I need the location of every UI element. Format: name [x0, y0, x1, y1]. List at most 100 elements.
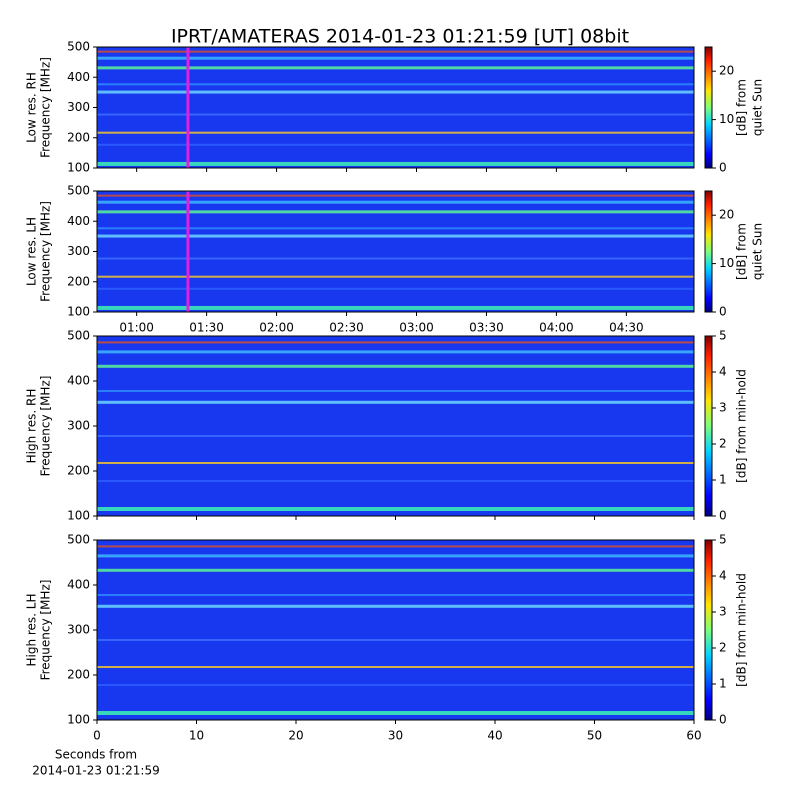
y-axis-label: Frequency [MHz]	[39, 57, 53, 158]
spectrogram-band	[97, 90, 694, 94]
spectrogram-band	[97, 194, 694, 197]
colorbar-tick-label: 10	[719, 256, 734, 270]
spectrogram-band	[97, 554, 694, 558]
x-tick-label: 02:00	[259, 321, 294, 335]
colorbar-label: [dB] from	[735, 223, 749, 280]
colorbar-tick-label: 4	[719, 569, 727, 583]
y-tick-label: 100	[67, 161, 90, 175]
spectrogram-band	[97, 400, 694, 404]
y-tick-label: 200	[67, 668, 90, 682]
x-tick-label: 04:30	[609, 321, 644, 335]
x-tick-label: 02:30	[329, 321, 364, 335]
y-tick-label: 300	[67, 244, 90, 258]
spectrogram-band	[97, 350, 694, 354]
y-tick-label: 100	[67, 305, 90, 319]
x-tick-label: 03:00	[399, 321, 434, 335]
spectrogram-band	[97, 234, 694, 238]
y-tick-label: 100	[67, 509, 90, 523]
colorbar	[704, 335, 713, 517]
spectrogram-band	[97, 56, 694, 60]
x-tick-label: 40	[487, 729, 502, 743]
spectrogram-band	[97, 666, 694, 668]
spectrogram-band	[97, 594, 694, 596]
colorbar-tick-label: 5	[719, 533, 727, 547]
y-tick-label: 400	[67, 374, 90, 388]
colorbar-tick-label: 0	[719, 509, 727, 523]
y-tick-label: 300	[67, 419, 90, 433]
spectrogram-band	[97, 604, 694, 608]
x-tick-label: 60	[686, 729, 701, 743]
spectrogram-band	[97, 545, 694, 548]
y-axis-label: Low res. LH	[25, 217, 39, 286]
y-tick-label: 100	[67, 713, 90, 727]
x-tick-label: 0	[93, 729, 101, 743]
x-tick-label: 03:30	[469, 321, 504, 335]
y-tick-label: 400	[67, 70, 90, 84]
x-tick-label: 30	[388, 729, 403, 743]
colorbar	[704, 190, 713, 313]
x-tick-label: 10	[189, 729, 204, 743]
spectrogram-band	[97, 113, 694, 116]
colorbar-tick-label: 10	[719, 112, 734, 126]
y-axis-label: Low res. RH	[25, 72, 39, 143]
y-axis-label: High res. RH	[25, 389, 39, 464]
x-tick-label: 01:30	[189, 321, 224, 335]
spectrogram-band	[97, 305, 694, 310]
spectrogram-band	[97, 83, 694, 86]
colorbar-label: [dB] from min-hold	[735, 573, 749, 687]
x-tick-label: 20	[288, 729, 303, 743]
colorbar-tick-label: 3	[719, 401, 727, 415]
colorbar-tick-label: 0	[719, 305, 727, 319]
spectrogram-band	[97, 50, 694, 53]
y-tick-label: 300	[67, 100, 90, 114]
colorbar-tick-label: 0	[719, 161, 727, 175]
colorbar	[704, 46, 713, 169]
colorbar-tick-label: 1	[719, 677, 727, 691]
spectrogram-band	[97, 210, 694, 214]
colorbar-label: [dB] from min-hold	[735, 369, 749, 483]
colorbar-label: [dB] from	[735, 79, 749, 136]
colorbar-tick-label: 2	[719, 437, 727, 451]
x-tick-label: 04:00	[539, 321, 574, 335]
spectrogram-band	[97, 711, 694, 715]
spectrogram-band	[97, 66, 694, 70]
spectrogram-band	[97, 227, 694, 230]
spectrogram-band	[97, 507, 694, 511]
colorbar-label: quiet Sun	[751, 79, 765, 136]
spectrogram-band	[97, 131, 694, 134]
y-tick-label: 500	[67, 533, 90, 547]
y-tick-label: 200	[67, 274, 90, 288]
spectrogram	[97, 540, 694, 720]
chart-title: IPRT/AMATERAS 2014-01-23 01:21:59 [UT] 0…	[171, 26, 629, 48]
spectrogram-band	[97, 200, 694, 204]
colorbar-tick-label: 20	[719, 64, 734, 78]
spectrogram-band	[97, 568, 694, 572]
x-tick-label: 01:00	[119, 321, 154, 335]
y-axis-label: Frequency [MHz]	[39, 376, 53, 477]
y-tick-label: 400	[67, 578, 90, 592]
spectrogram-band	[97, 341, 694, 344]
spectrogram-band	[97, 287, 694, 290]
spectrogram-band	[97, 639, 694, 641]
spectrogram-band	[97, 462, 694, 464]
spectrogram-band	[97, 435, 694, 437]
x-axis-label: Seconds from	[55, 748, 137, 762]
colorbar-tick-label: 1	[719, 473, 727, 487]
colorbar-label: quiet Sun	[751, 223, 765, 280]
colorbar-tick-label: 20	[719, 208, 734, 222]
y-axis-label: Frequency [MHz]	[39, 580, 53, 681]
y-tick-label: 500	[67, 329, 90, 343]
spectrogram	[97, 336, 694, 516]
y-tick-label: 200	[67, 464, 90, 478]
colorbar-tick-label: 0	[719, 713, 727, 727]
spectrogram-band	[97, 275, 694, 278]
colorbar	[704, 539, 713, 721]
y-tick-label: 500	[67, 184, 90, 198]
spectrogram-band	[97, 390, 694, 392]
colorbar-tick-label: 4	[719, 365, 727, 379]
y-axis-label: High res. LH	[25, 593, 39, 666]
y-tick-label: 400	[67, 214, 90, 228]
y-axis-label: Frequency [MHz]	[39, 201, 53, 302]
y-tick-label: 200	[67, 130, 90, 144]
